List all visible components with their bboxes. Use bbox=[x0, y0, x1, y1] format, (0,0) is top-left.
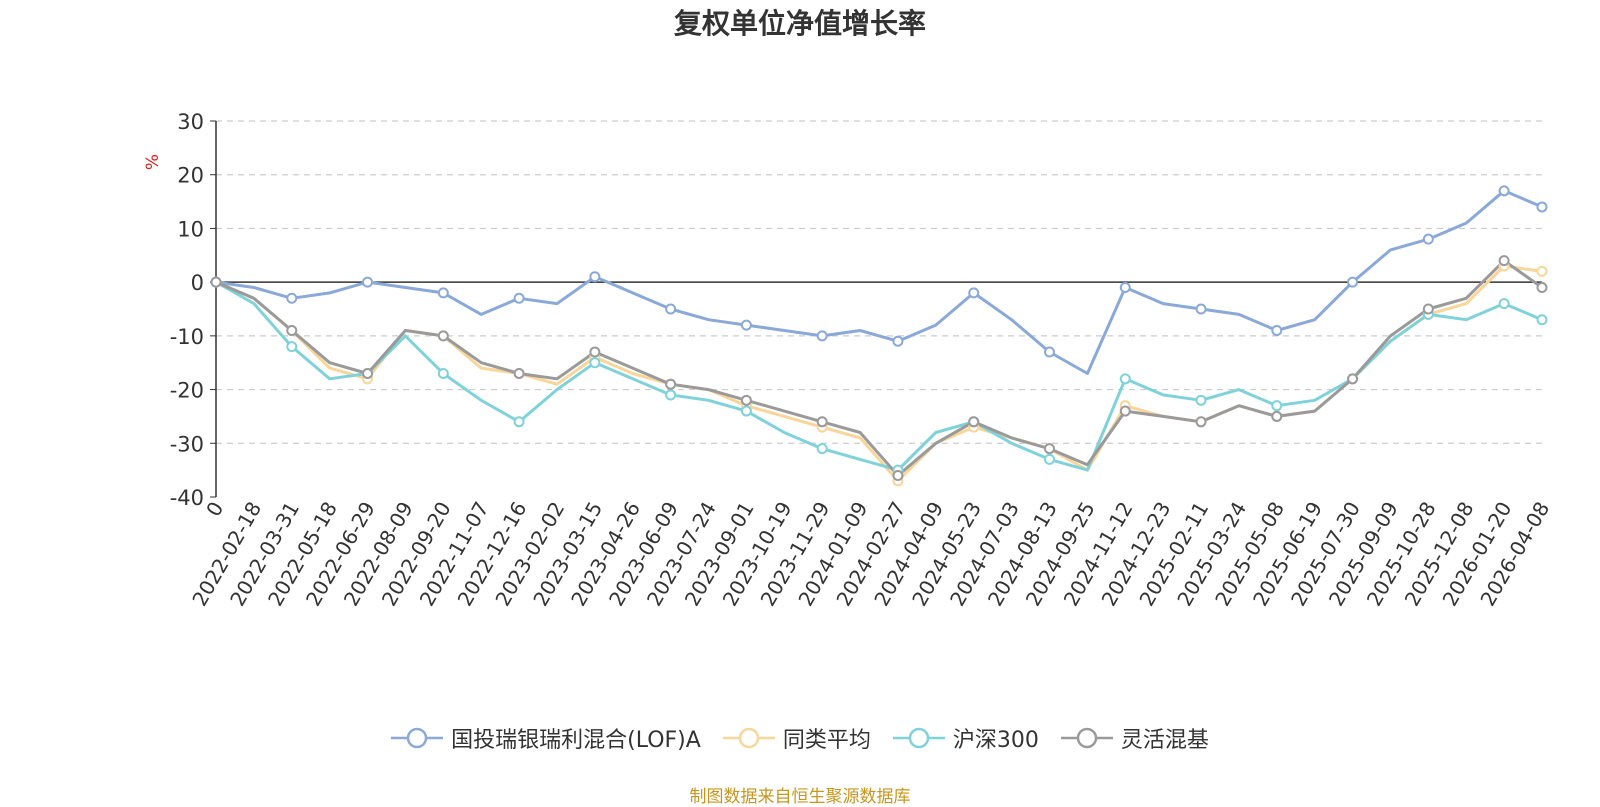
data-point bbox=[665, 378, 677, 390]
legend-marker-icon bbox=[391, 727, 444, 749]
data-point bbox=[589, 357, 601, 369]
data-point bbox=[437, 287, 449, 299]
data-point bbox=[1536, 265, 1548, 277]
series-line bbox=[214, 259, 1544, 477]
data-point bbox=[1195, 394, 1207, 406]
data-point bbox=[589, 346, 601, 358]
legend-item[interactable]: 灵活混基 bbox=[1060, 722, 1209, 754]
data-point bbox=[1119, 405, 1131, 417]
data-point bbox=[1536, 282, 1548, 294]
data-point bbox=[286, 324, 298, 336]
data-point bbox=[1536, 314, 1548, 326]
data-point bbox=[1536, 201, 1548, 213]
data-point bbox=[286, 292, 298, 304]
series-line bbox=[214, 189, 1544, 375]
y-tick-label: -40 bbox=[170, 486, 204, 510]
data-point bbox=[892, 470, 904, 482]
data-point bbox=[286, 341, 298, 353]
data-point bbox=[892, 335, 904, 347]
data-point bbox=[1043, 453, 1055, 465]
legend-label: 国投瑞银瑞利混合(LOF)A bbox=[451, 728, 701, 753]
data-source-footer: 制图数据来自恒生聚源数据库 bbox=[689, 787, 911, 807]
legend-item[interactable]: 国投瑞银瑞利混合(LOF)A bbox=[391, 722, 701, 754]
data-point bbox=[665, 389, 677, 401]
data-point bbox=[968, 287, 980, 299]
data-point bbox=[362, 276, 374, 288]
data-point bbox=[1498, 185, 1510, 197]
y-tick-label: 0 bbox=[191, 271, 204, 295]
legend-item[interactable]: 沪深300 bbox=[892, 722, 1039, 754]
legend-marker-icon bbox=[892, 727, 945, 749]
data-point bbox=[437, 367, 449, 379]
legend-label: 沪深300 bbox=[952, 728, 1039, 753]
y-tick-label: 20 bbox=[177, 164, 204, 188]
data-point bbox=[1043, 346, 1055, 358]
y-axis-unit: % bbox=[143, 154, 163, 170]
chart-title: 复权单位净值增长率 bbox=[673, 7, 926, 40]
data-point bbox=[1347, 373, 1359, 385]
legend-label: 灵活混基 bbox=[1120, 728, 1209, 753]
data-point bbox=[1119, 282, 1131, 294]
data-point bbox=[816, 416, 828, 428]
data-point bbox=[362, 367, 374, 379]
data-point bbox=[1271, 400, 1283, 412]
data-point bbox=[816, 330, 828, 342]
data-point bbox=[513, 292, 525, 304]
legend-marker-icon bbox=[1060, 727, 1113, 749]
data-point bbox=[665, 303, 677, 315]
legend-item[interactable]: 同类平均 bbox=[722, 722, 871, 754]
chart-legend: 国投瑞银瑞利混合(LOF)A 同类平均 沪深300 灵活混基 bbox=[0, 722, 1600, 754]
legend-label: 同类平均 bbox=[782, 728, 871, 753]
data-point bbox=[589, 271, 601, 283]
data-point bbox=[1347, 276, 1359, 288]
data-point bbox=[1422, 303, 1434, 315]
y-tick-label: -10 bbox=[170, 325, 204, 349]
data-point bbox=[513, 367, 525, 379]
data-point bbox=[1195, 416, 1207, 428]
series-line bbox=[214, 264, 1544, 483]
data-point bbox=[740, 405, 752, 417]
legend-marker-icon bbox=[722, 727, 775, 749]
y-tick-label: 30 bbox=[177, 110, 204, 134]
data-point bbox=[1195, 303, 1207, 315]
data-point bbox=[740, 319, 752, 331]
y-tick-label: 10 bbox=[177, 217, 204, 241]
data-point bbox=[816, 443, 828, 455]
data-point bbox=[1271, 410, 1283, 422]
data-point bbox=[1271, 324, 1283, 336]
data-point bbox=[437, 330, 449, 342]
data-point bbox=[1422, 233, 1434, 245]
y-tick-label: -30 bbox=[170, 432, 204, 456]
series-line bbox=[214, 280, 1544, 472]
data-point bbox=[210, 276, 222, 288]
data-point bbox=[513, 416, 525, 428]
y-tick-label: -20 bbox=[170, 379, 204, 403]
data-point bbox=[1119, 373, 1131, 385]
data-point bbox=[968, 416, 980, 428]
data-point bbox=[1043, 443, 1055, 455]
line-chart: 3020100-10-20-30-40%02022-02-182022-03-3… bbox=[143, 110, 1554, 610]
x-tick-label: 0 bbox=[201, 498, 228, 521]
data-point bbox=[1498, 255, 1510, 267]
data-point bbox=[740, 394, 752, 406]
data-point bbox=[1498, 298, 1510, 310]
